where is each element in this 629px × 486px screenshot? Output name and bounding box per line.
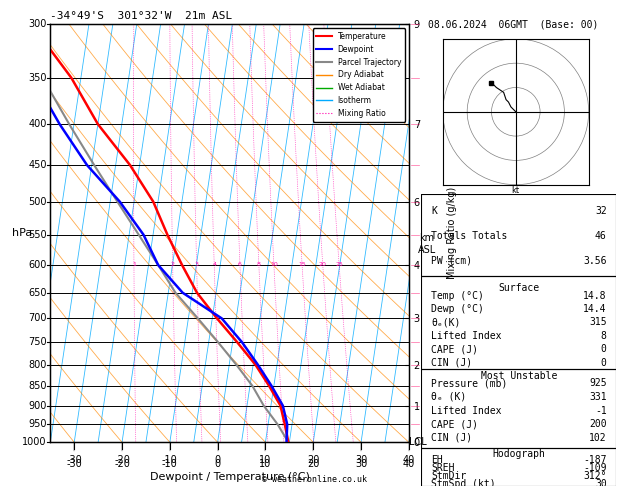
Text: 400: 400 [28, 119, 47, 129]
Text: 550: 550 [28, 230, 47, 240]
Text: 200: 200 [589, 419, 606, 429]
Text: CAPE (J): CAPE (J) [431, 419, 478, 429]
Text: 20: 20 [319, 262, 326, 267]
Text: 10: 10 [259, 459, 272, 469]
X-axis label: kt: kt [512, 186, 520, 195]
Text: 14.8: 14.8 [583, 291, 606, 301]
Text: 750: 750 [28, 337, 47, 347]
Text: 30: 30 [595, 479, 606, 486]
Text: Temp (°C): Temp (°C) [431, 291, 484, 301]
Text: -10: -10 [162, 455, 178, 465]
Text: Totals Totals: Totals Totals [431, 231, 508, 241]
Text: Mixing Ratio (g/kg): Mixing Ratio (g/kg) [447, 187, 457, 279]
Text: 0: 0 [601, 358, 606, 368]
Text: 4: 4 [212, 262, 216, 267]
Y-axis label: km
ASL: km ASL [418, 233, 436, 255]
Text: StmDir: StmDir [431, 471, 467, 481]
Text: 25: 25 [335, 262, 343, 267]
Text: 1000: 1000 [22, 437, 47, 447]
Text: 8: 8 [601, 331, 606, 341]
Text: CAPE (J): CAPE (J) [431, 344, 478, 354]
Text: 0: 0 [601, 344, 606, 354]
Text: 08.06.2024  06GMT  (Base: 00): 08.06.2024 06GMT (Base: 00) [428, 19, 598, 30]
Text: CIN (J): CIN (J) [431, 358, 472, 368]
Text: Most Unstable: Most Unstable [481, 371, 557, 381]
Text: Hodograph: Hodograph [493, 449, 545, 459]
Text: © weatheronline.co.uk: © weatheronline.co.uk [262, 474, 367, 484]
Text: 3.56: 3.56 [583, 256, 606, 266]
Text: 700: 700 [28, 313, 47, 324]
Text: 14.4: 14.4 [583, 304, 606, 314]
Text: Lifted Index: Lifted Index [431, 405, 502, 416]
Text: 15: 15 [298, 262, 306, 267]
Text: 650: 650 [28, 288, 47, 298]
Text: 315: 315 [589, 317, 606, 328]
Text: Dewp (°C): Dewp (°C) [431, 304, 484, 314]
Text: 450: 450 [28, 160, 47, 170]
Text: 2: 2 [170, 262, 175, 267]
Text: StmSpd (kt): StmSpd (kt) [431, 479, 496, 486]
Text: 850: 850 [28, 381, 47, 391]
Text: -20: -20 [114, 455, 130, 465]
Text: 6: 6 [238, 262, 242, 267]
Text: 40: 40 [403, 455, 415, 465]
Text: PW (cm): PW (cm) [431, 256, 472, 266]
Text: EH: EH [431, 455, 443, 466]
Text: 925: 925 [589, 378, 606, 388]
Text: 312°: 312° [583, 471, 606, 481]
Text: 3: 3 [194, 262, 199, 267]
Text: 950: 950 [28, 419, 47, 430]
Text: 46: 46 [595, 231, 606, 241]
Text: 900: 900 [28, 400, 47, 411]
Text: 20: 20 [307, 459, 320, 469]
Text: CIN (J): CIN (J) [431, 433, 472, 443]
Text: 102: 102 [589, 433, 606, 443]
Text: K: K [431, 206, 437, 216]
Text: Dewpoint / Temperature (°C): Dewpoint / Temperature (°C) [150, 471, 309, 482]
Text: SREH: SREH [431, 463, 455, 473]
Text: 300: 300 [28, 19, 47, 29]
Text: 1: 1 [132, 262, 136, 267]
Text: θₑ (K): θₑ (K) [431, 392, 467, 402]
Text: 30: 30 [355, 455, 367, 465]
Text: 20: 20 [307, 455, 320, 465]
Text: -10: -10 [162, 459, 178, 469]
Text: Pressure (mb): Pressure (mb) [431, 378, 508, 388]
Text: 350: 350 [28, 73, 47, 83]
Text: 800: 800 [28, 360, 47, 370]
Text: 0: 0 [214, 459, 221, 469]
Text: -1: -1 [595, 405, 606, 416]
Text: Lifted Index: Lifted Index [431, 331, 502, 341]
Text: LCL: LCL [409, 437, 427, 447]
Text: 600: 600 [28, 260, 47, 270]
Legend: Temperature, Dewpoint, Parcel Trajectory, Dry Adiabat, Wet Adiabat, Isotherm, Mi: Temperature, Dewpoint, Parcel Trajectory… [313, 28, 405, 122]
Text: Surface: Surface [498, 283, 540, 294]
Text: 10: 10 [270, 262, 278, 267]
Text: -30: -30 [66, 459, 82, 469]
Text: 32: 32 [595, 206, 606, 216]
Text: -20: -20 [114, 459, 130, 469]
Text: -187: -187 [583, 455, 606, 466]
Text: -30: -30 [66, 455, 82, 465]
Text: 30: 30 [355, 459, 367, 469]
Text: 8: 8 [257, 262, 261, 267]
Text: 500: 500 [28, 197, 47, 207]
Text: 331: 331 [589, 392, 606, 402]
Text: hPa: hPa [11, 228, 31, 238]
Text: 10: 10 [259, 455, 272, 465]
Text: 40: 40 [403, 459, 415, 469]
Text: θₑ(K): θₑ(K) [431, 317, 460, 328]
Text: -34°49'S  301°32'W  21m ASL: -34°49'S 301°32'W 21m ASL [50, 11, 233, 21]
Text: -109: -109 [583, 463, 606, 473]
Text: 0: 0 [214, 455, 221, 465]
